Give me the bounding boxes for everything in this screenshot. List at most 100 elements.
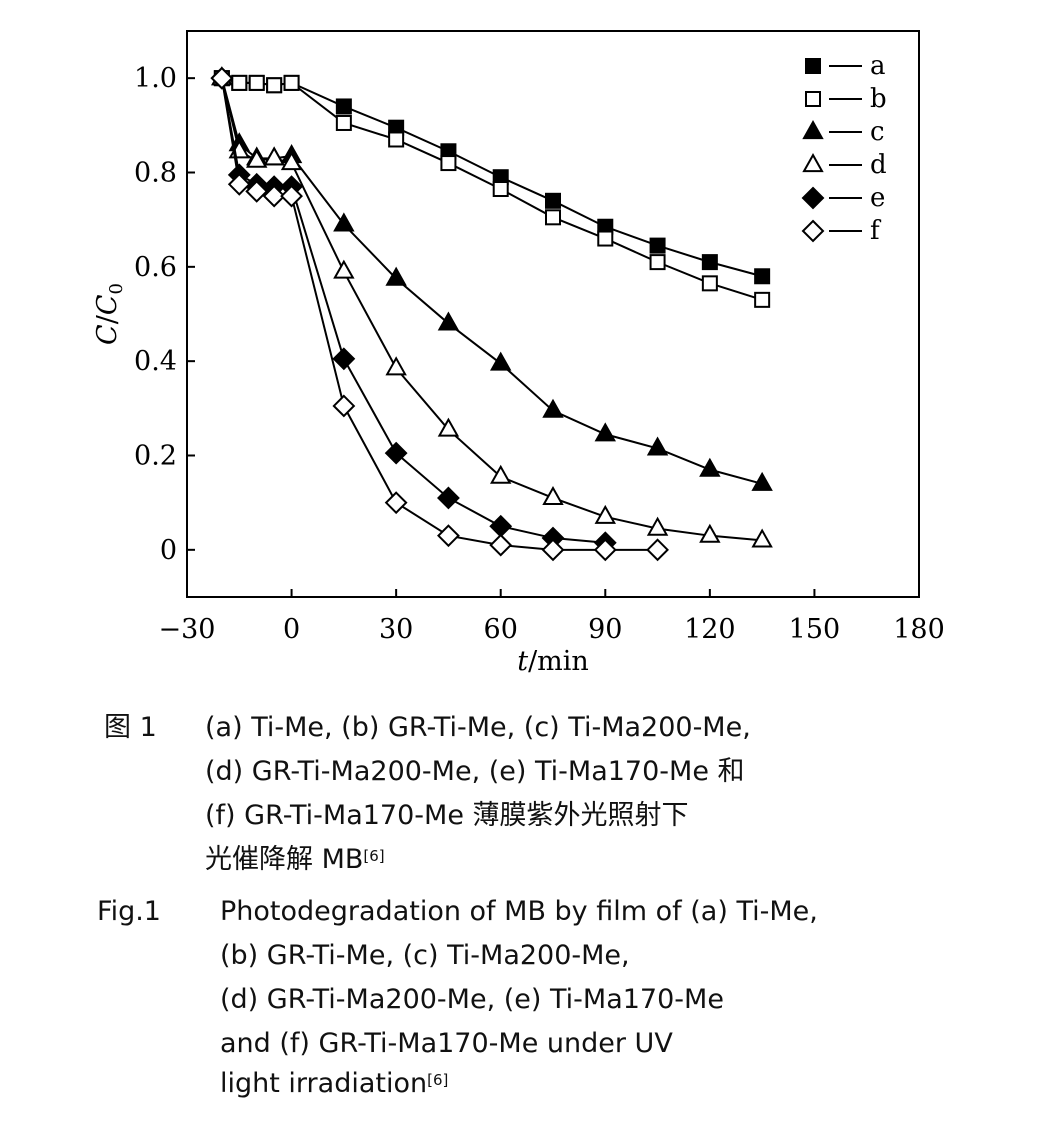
caption-en-ref: [6]: [427, 1071, 449, 1089]
y-tick-label: 0.6: [134, 252, 177, 283]
caption-en-last-text: light irradiation: [220, 1068, 428, 1099]
data-point-c: [437, 311, 460, 331]
y-tick-label: 0.2: [134, 441, 177, 472]
y-axis-label-sub: 0: [106, 283, 127, 294]
legend-label-f: f: [870, 216, 882, 246]
legend-marker-a: [805, 58, 821, 74]
data-point-a: [649, 237, 666, 254]
legend-item-c: c: [802, 117, 885, 147]
y-tick-label: 0.4: [134, 346, 177, 377]
data-point-c: [490, 351, 512, 371]
legend-label-d: d: [870, 150, 887, 180]
data-point-a: [754, 268, 771, 285]
x-tick-label: 30: [379, 614, 413, 645]
y-tick-label: 0: [160, 535, 177, 566]
data-point-b: [388, 131, 405, 148]
y-axis-label-var1: C: [92, 324, 123, 345]
x-tick-label: −30: [159, 614, 216, 645]
caption-en-line: (d) GR-Ti-Ma200-Me, (e) Ti-Ma170-Me: [220, 984, 724, 1015]
data-point-b: [701, 275, 718, 292]
caption-en-line: Photodegradation of MB by film of (a) Ti…: [220, 896, 818, 927]
data-point-c: [333, 212, 355, 232]
y-axis-label-sep: /: [92, 314, 123, 324]
caption-en-label: Fig.1: [97, 896, 161, 927]
data-point-f: [245, 179, 269, 203]
data-point-c: [751, 471, 773, 491]
x-tick-label: 0: [283, 614, 300, 645]
data-point-b: [545, 209, 561, 226]
data-point-d: [263, 146, 285, 166]
x-tick-label: 60: [484, 614, 518, 645]
data-point-c: [646, 436, 669, 456]
axis-ticks: −30 0 30 60 90 120 150 180 0 0.2 0.4 0.6 0.8 1.0: [134, 63, 945, 645]
x-tick-label: 90: [588, 614, 622, 645]
legend-item-a: a: [805, 51, 886, 81]
caption-cn-line: (a) Ti-Me, (b) GR-Ti-Me, (c) Ti-Ma200-Me…: [205, 712, 751, 743]
data-point-f: [280, 184, 303, 208]
y-axis-label: C/C0: [92, 283, 127, 345]
data-point-d: [699, 523, 721, 543]
legend-marker-b: [805, 91, 821, 107]
plot-frame: [186, 30, 920, 598]
data-point-f: [593, 538, 617, 562]
series-line-f: [220, 78, 658, 551]
caption-cn-line: (d) GR-Ti-Ma200-Me, (e) Ti-Ma170-Me 和: [205, 756, 745, 787]
data-point-f: [384, 491, 408, 515]
x-axis-label: t/min: [517, 646, 589, 677]
data-point-c: [699, 457, 721, 477]
data-point-d: [542, 485, 564, 506]
legend-label-c: c: [870, 117, 885, 147]
series-b: [213, 70, 771, 308]
y-tick-label: 1.0: [134, 63, 177, 94]
series-line-d: [220, 77, 763, 542]
series-f: [210, 66, 669, 562]
legend-item-f: f: [801, 216, 882, 246]
data-point-b: [266, 77, 283, 94]
data-point-a: [545, 192, 561, 209]
data-point-e: [384, 441, 408, 465]
caption-cn-ref: [6]: [363, 847, 385, 865]
data-point-e: [332, 347, 356, 371]
data-point-d: [246, 148, 268, 168]
data-point-f: [489, 533, 513, 557]
data-point-b: [597, 230, 614, 247]
data-point-b: [283, 74, 300, 91]
data-point-d: [333, 259, 355, 279]
data-point-f: [437, 524, 460, 548]
x-axis-label-unit: /min: [528, 646, 589, 677]
series-layer: [210, 66, 773, 562]
x-tick-label: 180: [893, 614, 945, 645]
caption-en-line: light irradiation[6]: [220, 1063, 448, 1105]
series-e: [210, 66, 617, 555]
data-point-b: [649, 254, 666, 271]
data-point-e: [489, 514, 513, 538]
caption-cn-label: 图 1: [104, 712, 157, 743]
caption-cn-last-text: 光催降解 MB: [205, 844, 364, 875]
data-point-b: [248, 74, 265, 91]
data-point-d: [490, 464, 512, 484]
data-point-f: [646, 538, 669, 562]
x-tick-label: 120: [684, 614, 736, 645]
photodegradation-chart: −30 0 30 60 90 120 150 180 0 0.2 0.4 0.6 0.8 1.0 abcd…: [92, 30, 945, 677]
x-tick-label: 150: [789, 614, 841, 645]
data-point-f: [227, 172, 251, 196]
legend-marker-e: [801, 186, 825, 210]
data-point-c: [594, 422, 616, 442]
caption-cn-line: 光催降解 MB[6]: [205, 839, 385, 881]
legend-label-e: e: [870, 183, 885, 213]
data-point-f: [210, 66, 234, 90]
legend-marker-f: [801, 219, 825, 243]
legend-marker-d: [802, 153, 824, 173]
legend-item-e: e: [801, 183, 885, 213]
series-d: [211, 66, 773, 548]
x-axis-label-var: t: [517, 646, 528, 677]
series-line-c: [220, 77, 763, 485]
data-point-f: [262, 184, 286, 208]
data-point-d: [646, 516, 669, 536]
data-point-b: [492, 181, 509, 198]
series-line-a: [221, 77, 763, 278]
legend-label-a: a: [870, 51, 886, 81]
data-point-d: [437, 417, 460, 437]
legend-label-b: b: [870, 84, 887, 114]
